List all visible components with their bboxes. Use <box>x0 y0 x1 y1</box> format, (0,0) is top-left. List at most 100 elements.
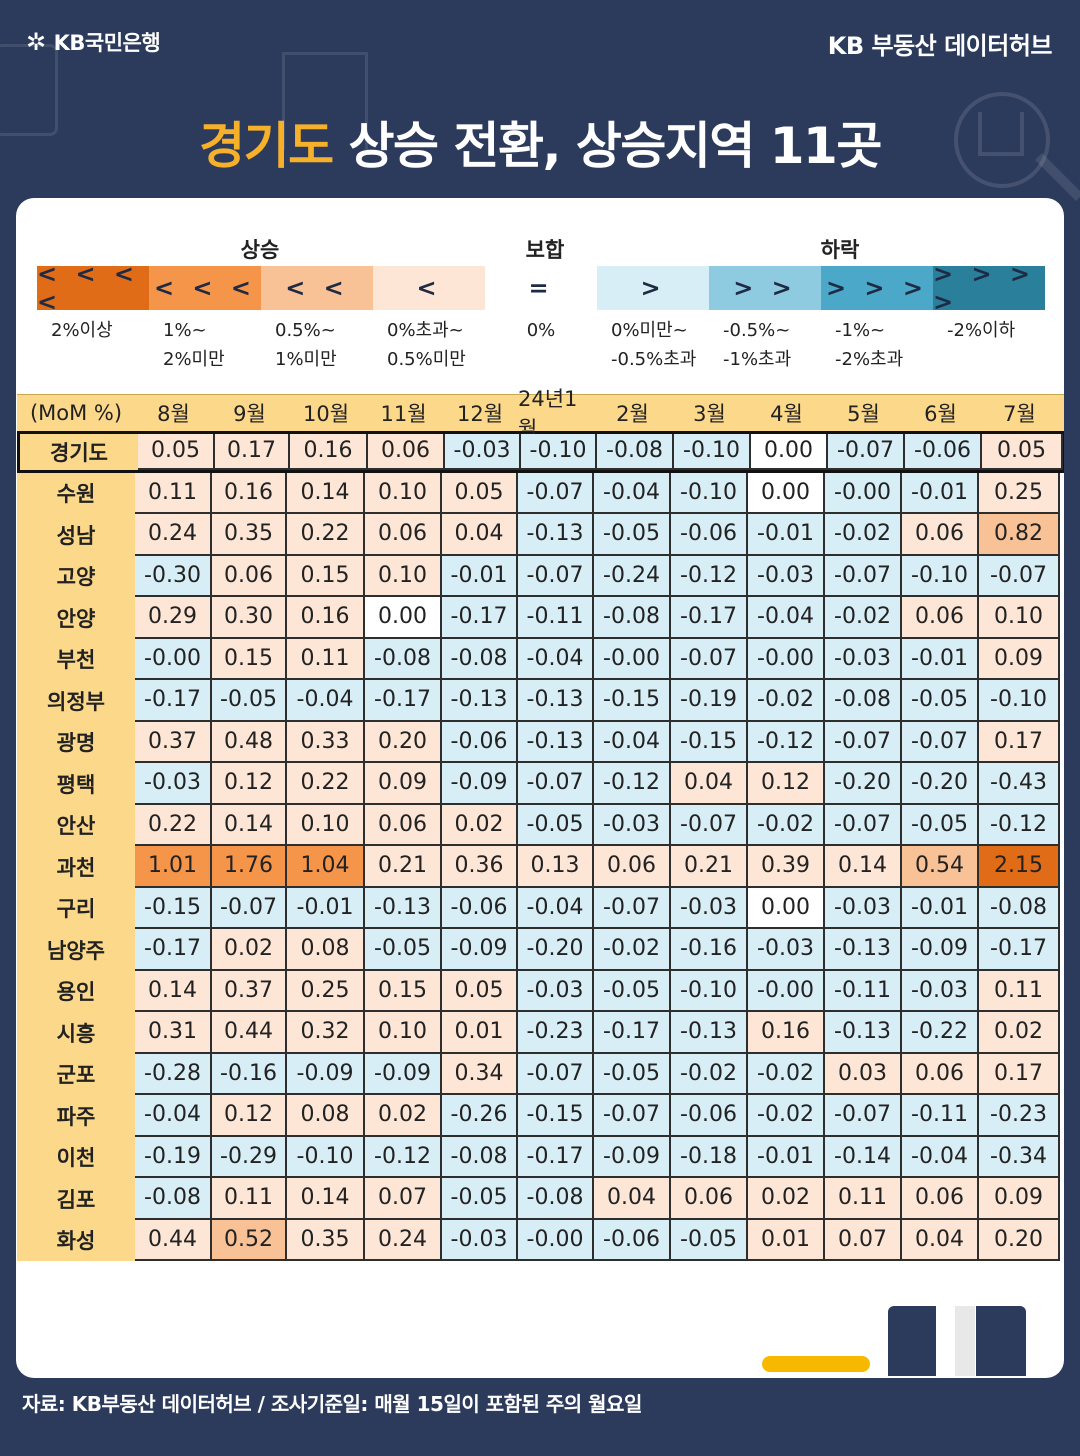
value-cell: -0.03 <box>825 638 902 680</box>
region-label: 의정부 <box>17 680 135 722</box>
value-cell: -0.05 <box>594 970 671 1012</box>
value-cell: -0.12 <box>748 721 825 763</box>
value-cell: -0.01 <box>902 887 979 929</box>
value-cell: 0.05 <box>442 970 518 1012</box>
column-header: 24년1월 <box>518 387 578 441</box>
value-cell: -0.17 <box>135 680 212 722</box>
value-cell: -0.08 <box>442 638 518 680</box>
region-label: 시흥 <box>17 1012 135 1054</box>
value-cell: -0.15 <box>518 1095 594 1137</box>
column-header: 2월 <box>616 402 649 426</box>
value-cell: 0.22 <box>287 514 365 556</box>
legend-label: -1%~ -2%초과 <box>835 320 904 370</box>
value-cell: -0.19 <box>671 680 748 722</box>
value-cell: -0.04 <box>594 472 671 514</box>
value-cell: 0.02 <box>748 1178 825 1220</box>
value-cell: -0.05 <box>902 680 979 722</box>
legend-label: 0.5%~ 1%미만 <box>275 320 337 370</box>
value-cell: 0.05 <box>982 434 1063 470</box>
value-cell: 1.76 <box>212 846 287 888</box>
source-footer: 자료: KB부동산 데이터허브 / 조사기준일: 매월 15일이 포함된 주의 … <box>22 1392 642 1416</box>
value-cell: -0.00 <box>518 1219 594 1261</box>
value-cell: 0.48 <box>212 721 287 763</box>
value-cell: -0.01 <box>442 555 518 597</box>
value-cell: -0.29 <box>212 1136 287 1178</box>
value-cell: 0.04 <box>594 1178 671 1220</box>
value-cell: 0.17 <box>215 434 290 470</box>
magnifier-deco-icon <box>954 92 1050 188</box>
value-cell: 0.14 <box>825 846 902 888</box>
table-row: 이천 -0.19 -0.29 -0.10 -0.12 -0.08 -0.17 -0.09 -0.… <box>17 1136 1064 1178</box>
value-cell: -0.07 <box>979 555 1060 597</box>
value-cell: -0.00 <box>825 472 902 514</box>
value-cell: 0.10 <box>979 597 1060 639</box>
value-cell: -0.09 <box>442 929 518 971</box>
value-cell: -0.00 <box>748 638 825 680</box>
legend-labels: 2%이상 1%~ 2%미만 0.5%~ 1%미만 0%초과~ 0.5%미만 0% 0%미만~ -0… <box>37 316 1045 374</box>
region-label: 안양 <box>17 597 135 639</box>
value-cell: -0.03 <box>671 887 748 929</box>
value-cell: 0.39 <box>748 846 825 888</box>
value-cell: -0.05 <box>902 804 979 846</box>
value-cell: -0.07 <box>518 1053 594 1095</box>
column-header: 11월 <box>380 402 427 426</box>
value-cell: -0.07 <box>671 804 748 846</box>
value-cell: -0.16 <box>212 1053 287 1095</box>
value-cell: 0.14 <box>287 1178 365 1220</box>
value-cell: -0.06 <box>442 721 518 763</box>
region-label: 광명 <box>17 721 135 763</box>
value-cell: 0.00 <box>365 597 442 639</box>
value-cell: -0.08 <box>597 434 674 470</box>
value-cell: -0.10 <box>521 434 597 470</box>
value-cell: -0.13 <box>365 887 442 929</box>
value-cell: -0.10 <box>674 434 751 470</box>
value-cell: -0.04 <box>518 638 594 680</box>
value-cell: 0.11 <box>287 638 365 680</box>
value-cell: -0.13 <box>518 514 594 556</box>
value-cell: 0.35 <box>212 514 287 556</box>
table-row: 화성 0.44 0.52 0.35 0.24 -0.03 -0.00 -0.06 -0.05 0.… <box>17 1219 1064 1261</box>
value-cell: -0.04 <box>902 1136 979 1178</box>
value-cell: 0.07 <box>365 1178 442 1220</box>
value-cell: -0.20 <box>902 763 979 805</box>
value-cell: -0.08 <box>979 887 1060 929</box>
value-cell: 0.12 <box>212 763 287 805</box>
kb-logo: ✲ KB국민은행 <box>26 27 161 57</box>
table-row: 경기도 0.05 0.17 0.16 0.06 -0.03 -0.10 -0.08 -0.10 0… <box>17 431 1064 473</box>
value-cell: 0.24 <box>135 514 212 556</box>
value-cell: -0.02 <box>825 597 902 639</box>
region-label: 용인 <box>17 970 135 1012</box>
logo-text: KB국민은행 <box>53 31 161 55</box>
value-cell: 0.06 <box>365 514 442 556</box>
value-cell: -0.34 <box>979 1136 1060 1178</box>
kb-star-icon: ✲ <box>26 28 46 56</box>
value-cell: -0.17 <box>518 1136 594 1178</box>
value-cell: 0.02 <box>212 929 287 971</box>
value-cell: -0.17 <box>365 680 442 722</box>
value-cell: -0.04 <box>594 721 671 763</box>
value-cell: -0.05 <box>212 680 287 722</box>
value-cell: 0.22 <box>287 763 365 805</box>
value-cell: 0.10 <box>287 804 365 846</box>
value-cell: 0.15 <box>365 970 442 1012</box>
legend-label: -0.5%~ -1%초과 <box>723 320 792 370</box>
house-deco-icon <box>978 112 1024 156</box>
value-cell: 0.06 <box>368 434 445 470</box>
value-cell: -0.08 <box>135 1178 212 1220</box>
value-cell: 0.21 <box>365 846 442 888</box>
value-cell: -0.26 <box>442 1095 518 1137</box>
region-label: 군포 <box>17 1053 135 1095</box>
value-cell: 0.52 <box>212 1219 287 1261</box>
value-cell: -0.03 <box>445 434 521 470</box>
value-cell: -0.01 <box>902 472 979 514</box>
value-cell: 1.01 <box>135 846 212 888</box>
value-cell: 0.34 <box>442 1053 518 1095</box>
value-cell: -0.07 <box>825 555 902 597</box>
value-cell: -0.15 <box>671 721 748 763</box>
value-cell: -0.04 <box>135 1095 212 1137</box>
value-cell: 0.11 <box>979 970 1060 1012</box>
legend-swatch: > <box>597 266 709 310</box>
value-cell: 0.06 <box>902 1053 979 1095</box>
value-cell: -0.02 <box>748 1095 825 1137</box>
value-cell: 0.17 <box>979 1053 1060 1095</box>
